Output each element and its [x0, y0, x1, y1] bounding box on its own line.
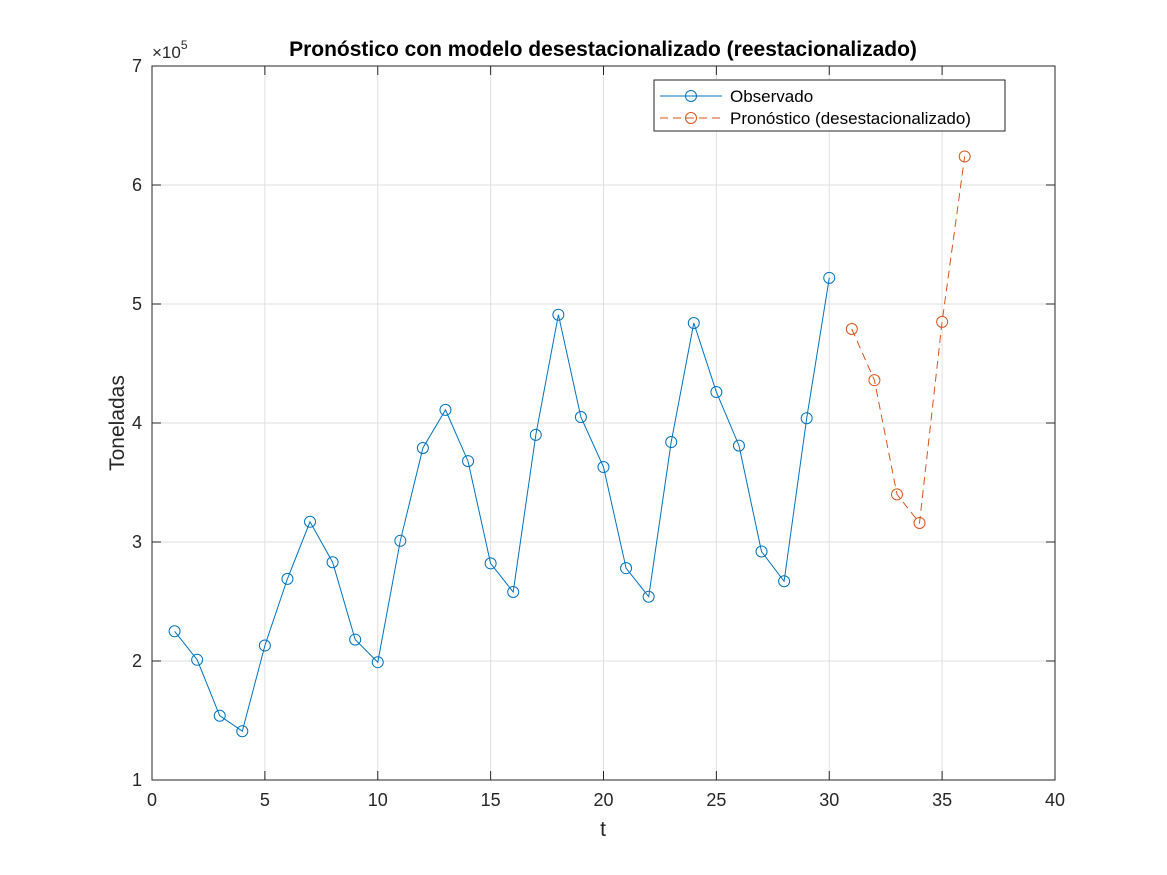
- legend-marker-observado: [685, 90, 697, 102]
- x-tick-label: 0: [147, 790, 157, 810]
- data-point-marker: [507, 585, 520, 598]
- x-tick-label: 10: [368, 790, 388, 810]
- data-point-marker: [304, 515, 317, 528]
- data-point-marker: [800, 412, 813, 425]
- data-point-marker: [890, 488, 903, 501]
- data-point-marker: [868, 374, 881, 387]
- data-point-marker: [710, 386, 723, 399]
- data-point-marker: [416, 441, 429, 454]
- series-observado: [168, 271, 836, 738]
- x-tick-label: 25: [706, 790, 726, 810]
- data-point-marker: [574, 411, 587, 424]
- data-point-marker: [845, 322, 858, 335]
- series-line: [851, 156, 966, 525]
- data-point-marker: [597, 461, 610, 474]
- series-layer: [168, 150, 971, 738]
- legend-box: [653, 79, 1006, 132]
- data-point-marker: [732, 439, 745, 452]
- y-tick-label: 1: [132, 770, 142, 790]
- y-tick-label: 7: [132, 56, 142, 76]
- x-tick-label: 35: [932, 790, 952, 810]
- y-tick-label: 5: [132, 294, 142, 314]
- y-tick-label: 6: [132, 175, 142, 195]
- data-point-marker: [665, 436, 678, 449]
- y-tick-label: 2: [132, 651, 142, 671]
- legend-label-pronostico: Pronóstico (desestacionalizado): [730, 109, 971, 128]
- data-point-marker: [823, 271, 836, 284]
- data-point-marker: [462, 455, 475, 468]
- tick-marks: [151, 65, 1056, 781]
- legend-label-observado: Observado: [730, 87, 813, 106]
- x-tick-label: 40: [1045, 790, 1065, 810]
- data-point-marker: [371, 656, 384, 669]
- tick-labels: 0 5 10 15 20 25 30 35 40 1 2 3 4 5 6 7: [132, 56, 1065, 810]
- data-point-marker: [439, 403, 452, 416]
- data-point-marker: [936, 315, 949, 328]
- data-point-marker: [552, 308, 565, 321]
- y-axis-exponent: ×105: [152, 38, 188, 62]
- data-point-marker: [778, 575, 791, 588]
- legend-marker-pronostico: [685, 112, 697, 124]
- chart-title: Pronóstico con modelo desestacionalizado…: [289, 38, 917, 61]
- data-point-marker: [484, 557, 497, 570]
- data-point-marker: [958, 150, 971, 163]
- data-point-marker: [755, 545, 768, 558]
- series-pronostico: [845, 150, 971, 529]
- x-tick-label: 30: [819, 790, 839, 810]
- x-tick-label: 20: [593, 790, 613, 810]
- data-point-marker: [168, 625, 181, 638]
- y-tick-label: 3: [132, 532, 142, 552]
- x-tick-label: 15: [481, 790, 501, 810]
- legend: Observado Pronóstico (desestacionalizado…: [653, 79, 1006, 132]
- data-point-marker: [236, 725, 249, 738]
- data-point-marker: [191, 653, 204, 666]
- data-point-marker: [258, 639, 271, 652]
- data-point-marker: [913, 516, 926, 529]
- data-point-marker: [394, 534, 407, 547]
- data-point-marker: [213, 709, 226, 722]
- grid-lines: [152, 66, 1055, 780]
- data-point-marker: [642, 590, 655, 603]
- data-point-marker: [620, 562, 633, 575]
- series-line: [174, 277, 830, 733]
- y-tick-label: 4: [132, 413, 142, 433]
- x-tick-label: 5: [260, 790, 270, 810]
- y-axis-label: Toneladas: [106, 375, 129, 471]
- data-point-marker: [687, 317, 700, 330]
- x-axis-label: t: [600, 818, 606, 841]
- data-point-marker: [326, 556, 339, 569]
- data-point-marker: [281, 572, 294, 585]
- data-point-marker: [349, 633, 362, 646]
- data-point-marker: [529, 428, 542, 441]
